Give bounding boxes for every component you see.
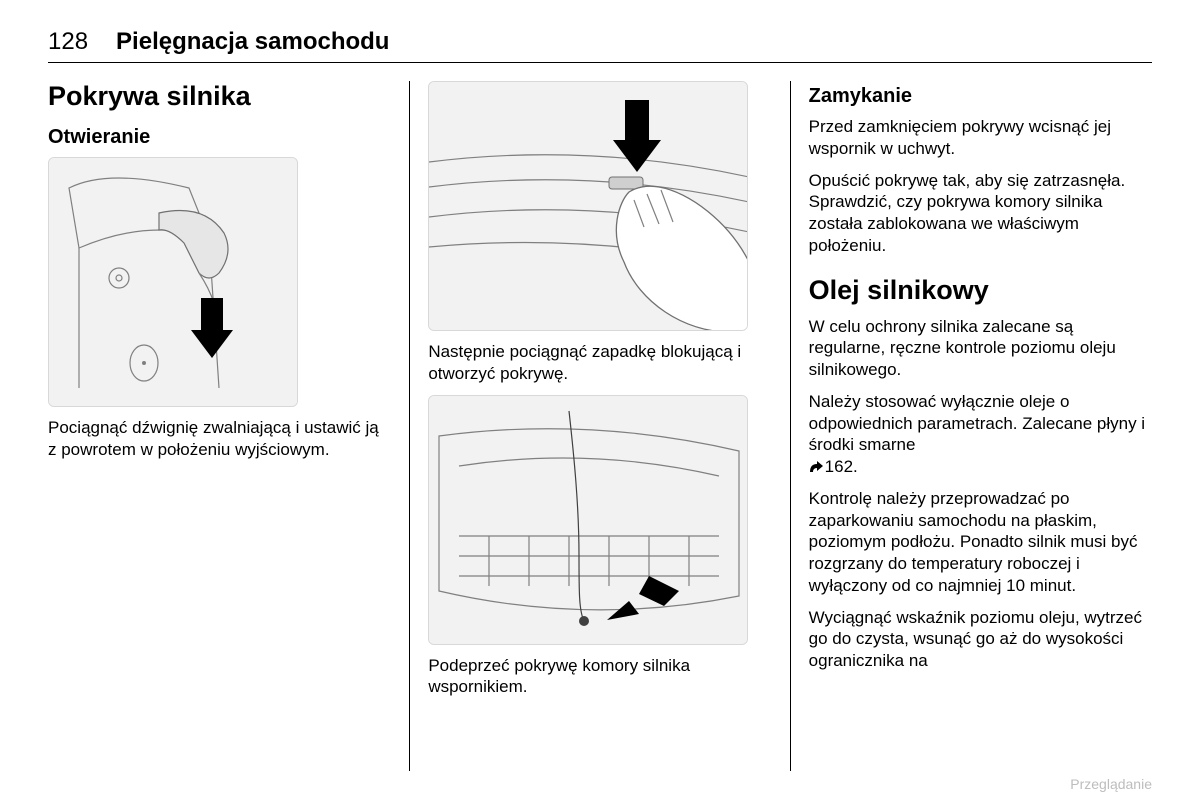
page-number: 128 [48,28,88,56]
figure-prop-rod [428,395,748,645]
heading-engine-oil: Olej silnikowy [809,275,1152,306]
text-oil-2: Należy stosować wyłącznie oleje o odpowi… [809,391,1152,478]
text-oil-3: Kontrolę należy przeprowadzać po zaparko… [809,488,1152,597]
figure-safety-catch [428,81,748,331]
column-1: Pokrywa silnika Otwieranie [48,81,409,771]
reference-arrow-icon [809,457,823,479]
prop-illustration [429,396,748,645]
text-release-lever: Pociągnąć dźwignię zwalniającą i ustawić… [48,417,391,461]
heading-closing: Zamykanie [809,85,1152,108]
text-closing-1: Przed zamknięciem pokrywy wcisnąć jej ws… [809,116,1152,160]
text-oil-1: W celu ochrony silnika zalecane są regul… [809,316,1152,381]
heading-opening: Otwieranie [48,126,391,149]
column-2: Następnie pociągnąć zapadkę blokującą i … [410,81,789,771]
column-3: Zamykanie Przed zamknięciem pokrywy wcis… [791,81,1152,771]
text-prop-rod: Podeprzeć pokrywę komory silnika wsporni… [428,655,771,699]
chapter-title: Pielęgnacja samochodu [116,28,389,56]
manual-page: 128 Pielęgnacja samochodu Pokrywa silnik… [0,0,1200,802]
columns-container: Pokrywa silnika Otwieranie [48,81,1152,771]
footer-label: Przeglądanie [1070,776,1152,792]
text-closing-2: Opuścić pokrywę tak, aby się zatrzasnęła… [809,170,1152,257]
lever-illustration [49,158,298,407]
page-header: 128 Pielęgnacja samochodu [48,28,1152,63]
catch-illustration [429,82,748,331]
reference-page: 162. [825,457,858,476]
text-safety-catch: Następnie pociągnąć zapadkę blokującą i … [428,341,771,385]
figure-release-lever [48,157,298,407]
text-oil-2a: Należy stosować wyłącznie oleje o odpowi… [809,392,1145,455]
text-oil-4: Wyciągnąć wskaźnik poziomu oleju, wytrze… [809,607,1152,672]
heading-bonnet: Pokrywa silnika [48,81,391,112]
